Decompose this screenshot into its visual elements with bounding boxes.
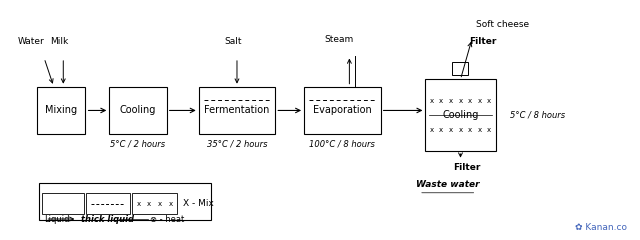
Text: x: x: [429, 98, 434, 104]
Bar: [132, 193, 177, 214]
Text: x: x: [458, 126, 463, 132]
Text: x: x: [429, 126, 434, 132]
Text: x: x: [449, 126, 453, 132]
Text: 5°C / 2 hours: 5°C / 2 hours: [111, 139, 166, 148]
Text: x: x: [439, 126, 444, 132]
Text: x: x: [487, 126, 492, 132]
Text: x: x: [468, 98, 472, 104]
Text: 5°C / 8 hours: 5°C / 8 hours: [509, 111, 564, 120]
Text: 35°C / 2 hours: 35°C / 2 hours: [207, 139, 268, 148]
Text: Evaporation: Evaporation: [313, 105, 372, 115]
Text: Salt: Salt: [225, 37, 242, 46]
Bar: [86, 193, 131, 214]
Text: x: x: [468, 126, 472, 132]
Text: Milk: Milk: [51, 37, 68, 46]
Text: x: x: [458, 98, 463, 104]
Text: Steam: Steam: [324, 35, 354, 44]
Text: x: x: [136, 200, 141, 206]
Text: ✿ Kanan.co: ✿ Kanan.co: [575, 223, 627, 232]
Text: Mixing: Mixing: [45, 105, 77, 115]
Text: x: x: [147, 200, 151, 206]
Text: thick liquid: thick liquid: [81, 215, 134, 223]
Text: Waste water: Waste water: [416, 180, 479, 189]
Text: Cooling: Cooling: [442, 110, 479, 120]
Text: Filter: Filter: [453, 163, 480, 172]
Bar: [304, 87, 381, 134]
Text: Water: Water: [18, 37, 45, 46]
Text: x: x: [168, 200, 173, 206]
Text: Liquid: Liquid: [44, 215, 70, 223]
Text: Fermentation: Fermentation: [204, 105, 269, 115]
Text: X - Mix: X - Mix: [182, 199, 214, 208]
Bar: [109, 87, 167, 134]
Text: x: x: [449, 98, 453, 104]
Bar: [452, 61, 467, 75]
Bar: [42, 193, 84, 214]
Text: x: x: [487, 98, 492, 104]
Text: x: x: [477, 98, 482, 104]
Text: ⊗ - heat: ⊗ - heat: [150, 215, 184, 223]
Bar: [198, 87, 275, 134]
Text: Filter: Filter: [468, 37, 496, 46]
Text: Soft cheese: Soft cheese: [476, 20, 529, 29]
Bar: [37, 87, 85, 134]
Text: x: x: [158, 200, 162, 206]
Text: x: x: [477, 126, 482, 132]
Bar: [426, 79, 495, 151]
Bar: [39, 183, 211, 220]
Text: Cooling: Cooling: [120, 105, 156, 115]
Text: x: x: [439, 98, 444, 104]
Text: 100°C / 8 hours: 100°C / 8 hours: [309, 139, 375, 148]
